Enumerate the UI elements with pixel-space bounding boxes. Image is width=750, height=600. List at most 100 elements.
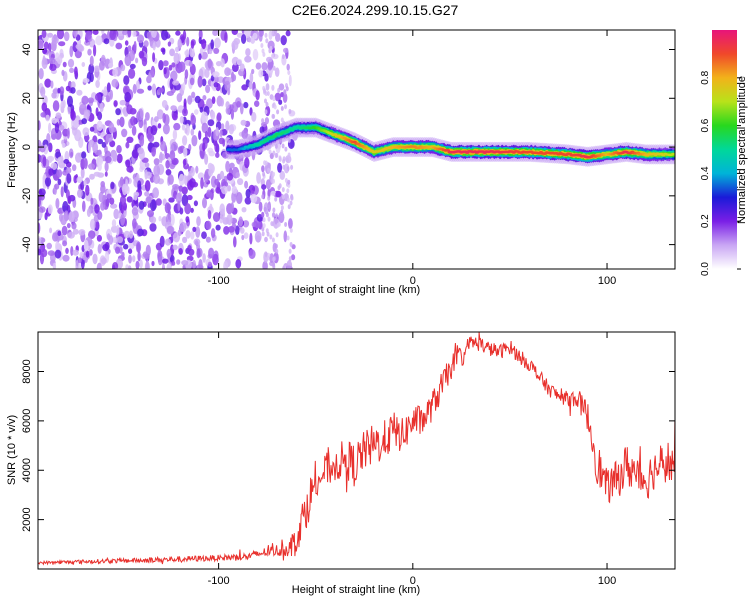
spectrogram-noise-blob [141,56,148,67]
spectrogram-noise-blob [113,100,118,107]
snr-y-label: SNR (10 * v/v) [6,415,18,485]
spectrogram-noise-blob [266,231,270,237]
spectrogram-noise-blob [264,109,268,115]
spectrogram-noise-blob [267,162,271,168]
spectrogram-noise-blob [111,219,117,228]
spectrogram-noise-blob [240,227,245,234]
spectrogram-noise-blob [210,39,214,50]
spectrogram-noise-blob [132,30,137,37]
spectrogram-noise-blob [104,171,108,177]
spectrogram-noise-blob [135,80,140,91]
spectrogram-noise-blob [52,262,57,269]
spectrogram-noise-blob [173,122,181,131]
spectrogram-noise-blob [236,101,242,108]
spectrogram-noise-blob [235,172,240,178]
spectrogram-noise-blob [286,235,290,241]
spectrogram-noise-blob [277,162,283,173]
spectrogram-noise-blob [169,48,176,57]
spectrogram-noise-blob [267,188,271,198]
spectrogram-noise-blob [267,40,275,50]
spectrogram-noise-blob [185,230,191,239]
spectrogram-noise-blob [268,30,273,40]
spectrogram-noise-blob [273,104,277,110]
spectrogram-noise-blob [184,127,188,134]
colorbar-tick-label: 0.2 [700,214,711,228]
spectrogram-noise-blob [144,191,150,197]
spectrogram-noise-blob [192,226,197,233]
spectrogram-noise-blob [191,181,199,188]
spectrogram-noise-blob [147,72,152,83]
spectrogram-noise-blob [61,69,65,76]
spectrogram-noise-blob [82,78,90,83]
spectrogram-noise-blob [90,197,94,205]
spectrogram-noise-blob [229,162,235,169]
spectrogram-noise-blob [95,93,102,101]
spectrogram-noise-blob [284,178,288,183]
spectrogram-noise-blob [55,198,60,209]
spectrogram-noise-blob [38,248,42,256]
spectrogram-noise-blob [265,212,269,218]
spectrogram-ridge-cell [257,142,262,146]
spectrogram-noise-blob [182,236,188,244]
spectrogram-noise-blob [288,218,293,230]
spectrogram-noise-blob [149,223,157,232]
spectrogram-noise-blob [149,199,157,212]
spectrogram-noise-blob [49,227,53,234]
spectrogram-noise-blob [230,108,234,120]
spectrogram-noise-blob [48,168,54,176]
spectrogram-noise-blob [252,48,259,61]
spectrogram-x-label: Height of straight line (km) [292,284,420,296]
spectrogram-noise-blob [81,118,87,125]
spectrogram-noise-blob [191,135,198,147]
spectrogram-noise-blob [262,223,266,229]
spectrogram-noise-blob [270,53,274,59]
spectrogram-noise-blob [195,165,199,174]
spectrogram-noise-blob [190,128,195,136]
spectrogram-noise-blob [171,105,178,112]
spectrogram-noise-blob [290,195,294,201]
spectrogram-noise-blob [261,194,265,200]
spectrogram-y-axis: -40 -20 0 20 40 [21,43,675,253]
spectrogram-noise-blob [233,236,237,248]
spectrogram-noise-blob [82,127,90,136]
spectrogram-noise-blob [116,145,122,154]
spectrogram-noise-blob [119,116,125,128]
spectrogram-y-tick-label: -20 [21,188,33,204]
spectrogram-noise-blob [159,235,165,248]
spectrogram-noise-blob [265,38,269,44]
spectrogram-noise-blob [290,164,294,170]
spectrogram-noise-blob [219,203,225,215]
spectrogram-noise-blob [115,108,121,116]
spectrogram-noise-blob [171,260,176,266]
spectrogram-noise-blob [210,228,216,239]
spectrogram-noise-blob [269,234,273,240]
spectrogram-noise-blob [277,87,281,93]
spectrogram-noise-blob [207,209,212,220]
spectrogram-noise-blob [46,242,52,250]
spectrogram-noise-blob [57,178,62,186]
spectrogram-noise-blob [145,196,152,204]
spectrogram-noise-blob [285,30,291,37]
spectrogram-noise-blob [201,122,209,134]
spectrogram-noise-blob [152,52,156,63]
spectrogram-noise-blob [281,187,285,193]
spectrogram-noise-blob [151,83,157,96]
spectrogram-noise-blob [267,61,273,71]
spectrogram-noise-blob [38,188,46,196]
spectrogram-noise-blob [272,212,276,218]
spectrogram-noise-blob [116,224,120,236]
spectrogram-noise-blob [127,45,132,52]
spectrogram-noise-blob [63,31,70,42]
spectrogram-noise-blob [73,30,78,38]
spectrogram-noise-blob [283,230,288,243]
spectrogram-noise-blob [194,109,199,115]
spectrogram-noise-blob [167,41,172,47]
spectrogram-noise-blob [128,68,136,79]
spectrogram-noise-blob [284,222,288,227]
spectrogram-noise-blob [208,48,213,55]
spectrogram-noise-blob [181,260,189,266]
spectrogram-noise-blob [75,259,79,269]
spectrogram-noise-blob [96,262,102,269]
spectrogram-noise-blob [225,160,231,173]
spectrogram-noise-blob [55,112,62,119]
